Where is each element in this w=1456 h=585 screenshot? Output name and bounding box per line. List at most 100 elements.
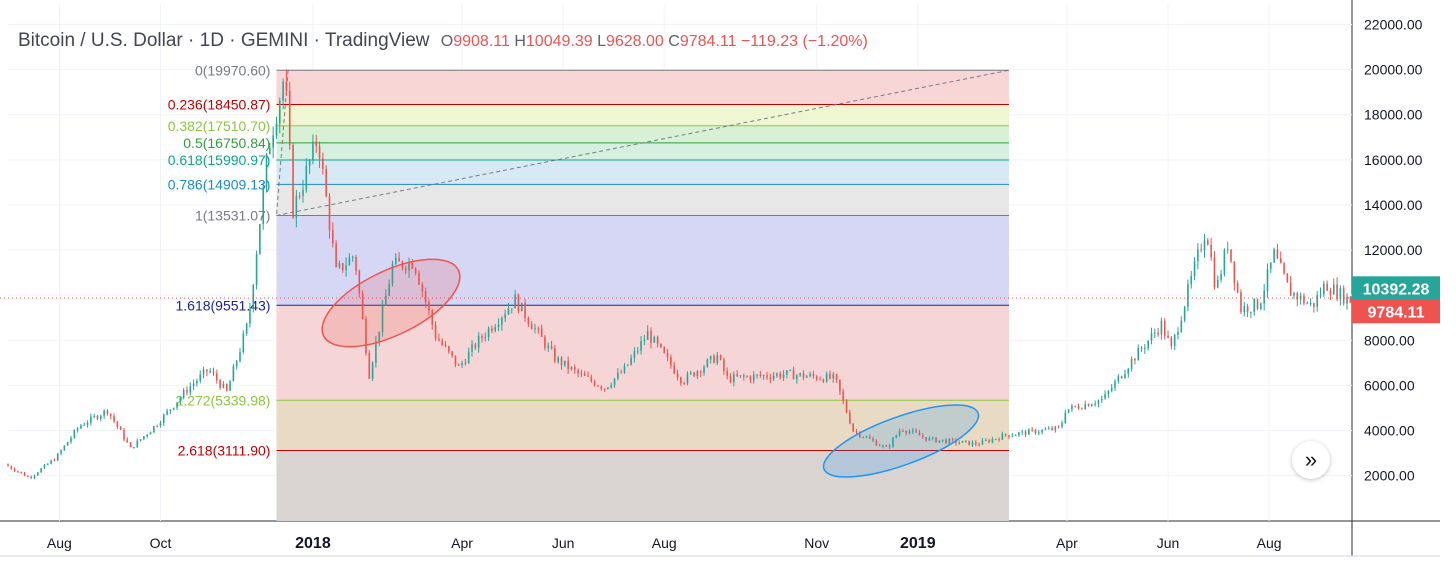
- candle-body: [1303, 295, 1305, 304]
- candle: [1332, 278, 1335, 295]
- candle: [573, 364, 576, 374]
- candle-body: [454, 355, 457, 365]
- candle: [318, 141, 321, 169]
- candle-body: [186, 390, 188, 393]
- fib-level-label: 0.5(16750.84): [183, 135, 270, 151]
- candle: [113, 413, 115, 424]
- candle: [1193, 256, 1196, 281]
- candle-body: [925, 437, 927, 441]
- candle-body: [1024, 431, 1027, 435]
- candle-body: [547, 345, 550, 348]
- candle: [129, 441, 132, 448]
- candle: [209, 368, 211, 374]
- last-price-label: 10392.28: [1363, 281, 1430, 298]
- candle-body: [133, 447, 135, 449]
- ohlc-values: O9908.11 H10049.39 L9628.00 C9784.11 −11…: [440, 33, 868, 50]
- fib-retracement: 0(19970.60) 0.236(18450.87) 0.382(17510.70…: [168, 62, 1010, 521]
- candle: [1097, 399, 1100, 408]
- candle: [126, 437, 129, 443]
- candle: [1037, 429, 1040, 436]
- candle: [27, 475, 29, 478]
- candle: [1077, 403, 1080, 410]
- candle: [461, 360, 463, 368]
- candle: [938, 440, 941, 444]
- candle-body: [119, 426, 122, 430]
- candle: [216, 369, 218, 384]
- candle: [908, 429, 911, 435]
- candle: [743, 373, 745, 381]
- candle-body: [593, 381, 596, 386]
- candle: [1004, 433, 1007, 437]
- candle-body: [292, 145, 294, 218]
- candle-body: [322, 158, 324, 169]
- candle: [136, 438, 139, 448]
- candle: [945, 438, 947, 444]
- candle-body: [1001, 433, 1004, 440]
- candle-body: [1279, 258, 1282, 264]
- candle-body: [100, 415, 102, 419]
- candle: [252, 283, 255, 313]
- candle: [875, 439, 878, 446]
- candle-body: [444, 344, 447, 347]
- candle: [746, 375, 748, 378]
- candle: [1303, 293, 1305, 306]
- candle: [868, 434, 871, 440]
- interval-label[interactable]: 1D: [199, 30, 224, 51]
- expand-button[interactable]: »: [1292, 441, 1330, 479]
- candle: [782, 370, 785, 381]
- candle: [348, 253, 351, 266]
- candle-body: [123, 429, 125, 440]
- candle: [776, 372, 778, 378]
- candle: [1081, 407, 1083, 410]
- candle-body: [1057, 426, 1060, 428]
- candle: [73, 429, 76, 439]
- candle-body: [643, 339, 646, 342]
- candle: [829, 370, 831, 380]
- candle-body: [845, 400, 848, 413]
- candle: [872, 436, 874, 443]
- candle: [438, 333, 440, 342]
- candle-body: [1021, 431, 1024, 433]
- candle-body: [1342, 288, 1345, 304]
- candle-body: [855, 431, 858, 433]
- candle-body: [338, 263, 341, 267]
- close-value: 9784.11: [679, 33, 737, 50]
- candle: [43, 464, 46, 469]
- candle: [202, 366, 205, 379]
- candle: [925, 437, 927, 442]
- candle: [10, 465, 13, 470]
- candle: [196, 378, 198, 387]
- candle-body: [636, 350, 639, 352]
- candle-body: [1210, 244, 1212, 258]
- candle: [666, 348, 669, 362]
- candle: [878, 443, 881, 447]
- candle-body: [570, 367, 573, 370]
- candle: [100, 414, 102, 422]
- time-tick-label: Apr: [1056, 535, 1078, 551]
- candle-body: [613, 378, 616, 386]
- candle: [653, 335, 656, 343]
- candle-body: [1246, 306, 1249, 313]
- candle-body: [981, 440, 984, 445]
- candle-body: [902, 430, 904, 432]
- candle-body: [7, 464, 9, 467]
- candle: [706, 358, 709, 368]
- candle-body: [769, 377, 772, 379]
- candle-body: [746, 376, 748, 378]
- candle-body: [159, 423, 162, 427]
- candle: [852, 423, 854, 433]
- candle-body: [1107, 390, 1110, 395]
- candle-body: [514, 294, 516, 309]
- candle-body: [544, 336, 546, 348]
- candle-body: [76, 428, 79, 431]
- candle: [464, 358, 467, 366]
- candle-body: [1190, 275, 1193, 285]
- candle: [40, 467, 42, 473]
- candle: [832, 371, 835, 383]
- candle-body: [892, 437, 894, 446]
- candle-body: [103, 410, 105, 416]
- candle: [693, 371, 695, 377]
- candle-body: [129, 442, 132, 448]
